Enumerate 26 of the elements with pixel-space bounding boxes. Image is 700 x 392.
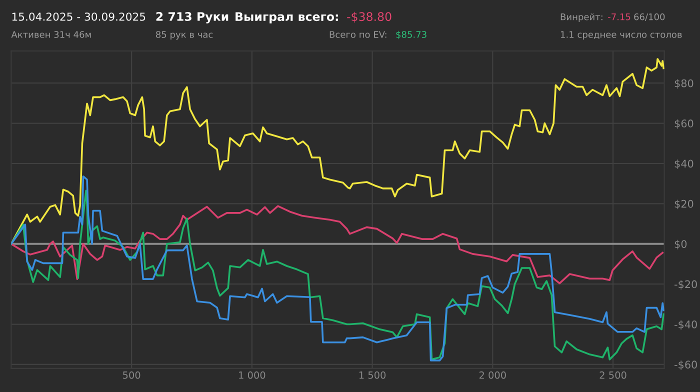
y-tick-label: $20: [674, 200, 694, 210]
x-tick-label: 1 500: [359, 371, 386, 379]
y-tick-label: -$20: [674, 280, 697, 290]
y-tick-label: $60: [674, 119, 694, 129]
y-tick-label: $80: [674, 79, 694, 89]
text: 2 713 Руки: [156, 12, 228, 24]
y-tick-label: $40: [674, 160, 694, 169]
text: 85 рук в час: [156, 31, 213, 40]
text: -$38.80: [347, 12, 392, 23]
text: Винрейт:: [560, 13, 602, 22]
chart-subtitle: Активен 31ч 46м: [11, 31, 91, 38]
line-series: [11, 205, 664, 284]
text: $85.73: [396, 30, 426, 40]
x-tick-label: 2 000: [479, 371, 506, 379]
y-tick-label: $0: [674, 240, 687, 250]
y-tick-label: -$40: [674, 320, 697, 330]
text: -7.15: [608, 14, 630, 20]
text: Всего по EV:: [330, 31, 386, 38]
chart-title: 15.04.2025 - 30.09.2025: [12, 12, 146, 21]
text: 1.1 среднее число столов: [560, 31, 682, 40]
text: Выиграл всего:: [236, 12, 338, 24]
x-tick-label: 2 500: [600, 371, 626, 379]
x-tick-label: 1 000: [239, 371, 266, 379]
x-tick-label: 500: [123, 371, 140, 379]
y-tick-label: -$60: [674, 360, 697, 370]
text: 66/100: [634, 13, 665, 21]
